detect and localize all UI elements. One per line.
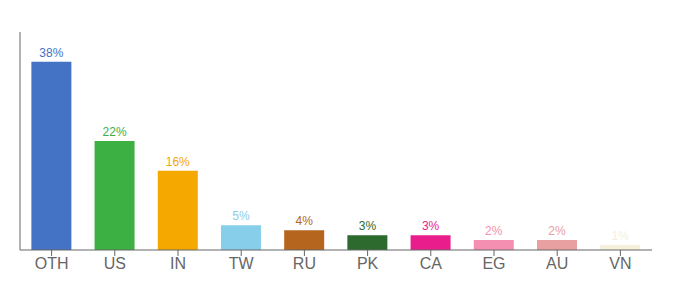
- svg-text:3%: 3%: [422, 219, 440, 233]
- svg-text:RU: RU: [293, 255, 316, 272]
- svg-text:4%: 4%: [296, 214, 314, 228]
- svg-text:IN: IN: [170, 255, 186, 272]
- svg-text:2%: 2%: [485, 224, 503, 238]
- svg-text:CA: CA: [420, 255, 443, 272]
- svg-text:16%: 16%: [166, 155, 190, 169]
- svg-text:5%: 5%: [232, 209, 250, 223]
- svg-text:VN: VN: [609, 255, 631, 272]
- svg-text:22%: 22%: [103, 125, 127, 139]
- svg-text:38%: 38%: [39, 46, 63, 60]
- svg-text:3%: 3%: [359, 219, 377, 233]
- svg-text:US: US: [104, 255, 126, 272]
- svg-text:2%: 2%: [548, 224, 566, 238]
- svg-text:EG: EG: [482, 255, 505, 272]
- svg-text:PK: PK: [357, 255, 379, 272]
- svg-text:1%: 1%: [612, 229, 630, 243]
- svg-text:TW: TW: [229, 255, 255, 272]
- svg-text:AU: AU: [546, 255, 568, 272]
- svg-text:OTH: OTH: [35, 255, 69, 272]
